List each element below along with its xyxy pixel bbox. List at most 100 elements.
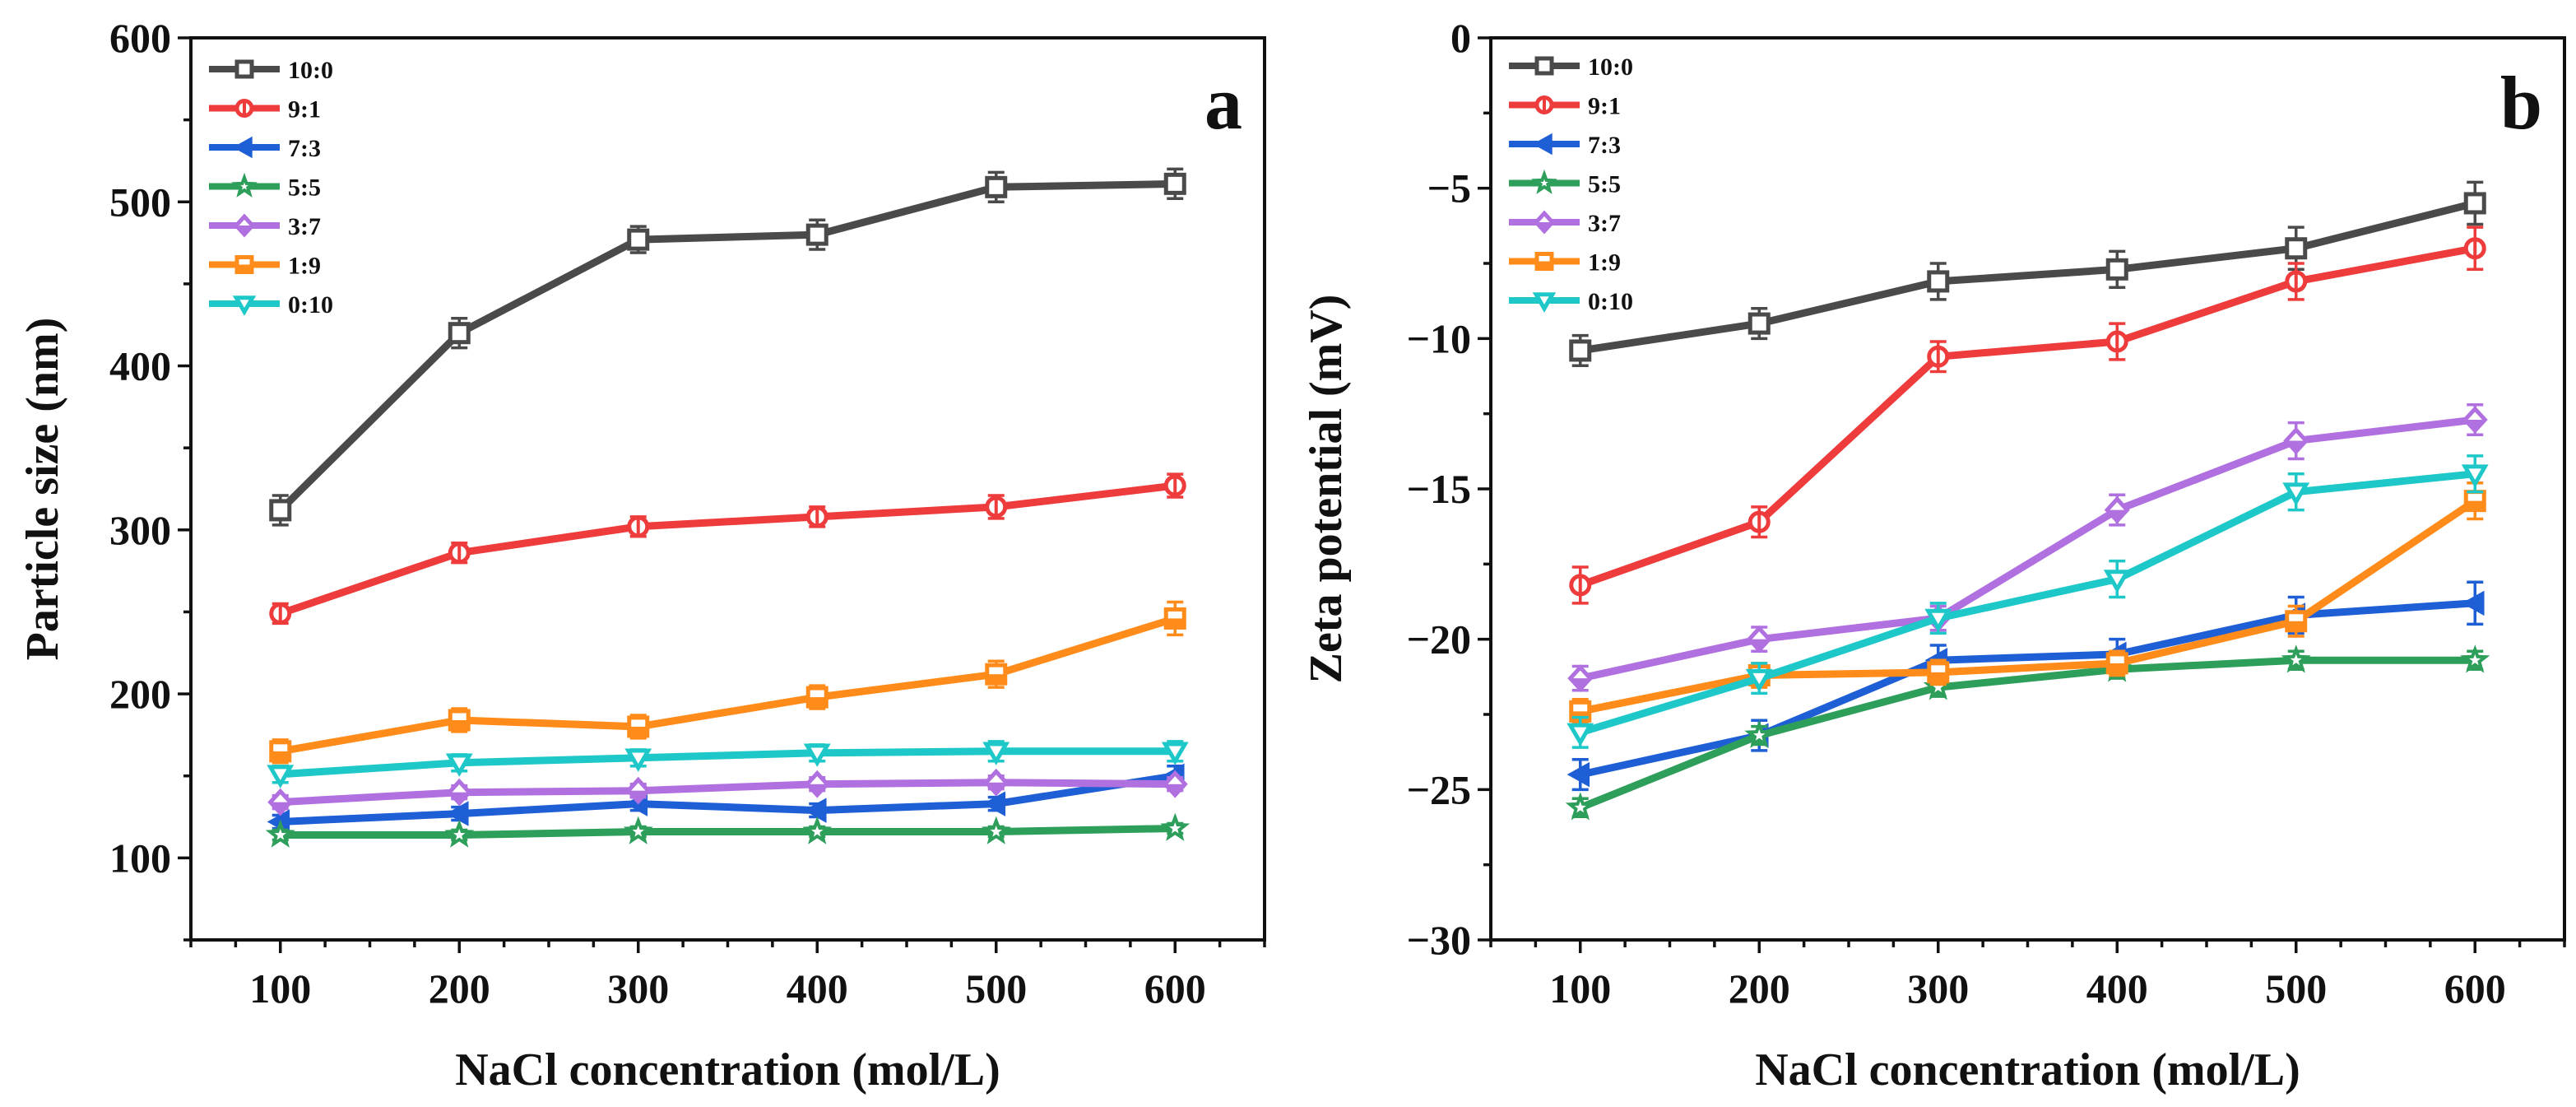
panel-b-data-point-fill [1570,678,1590,690]
panel-a-x-tick-label: 500 [965,965,1027,1012]
panel-b-data-point-fill [2466,500,2485,510]
panel-b-legend-marker [1531,169,1557,194]
panel-a-data-point [985,175,1008,198]
panel-b-x-tick-label: 600 [2444,965,2506,1012]
panel-a-data-point [802,816,833,844]
panel-a-x-tick-label: 600 [1144,965,1206,1012]
panel-b-x-tick-label: 500 [2265,965,2327,1012]
panel-a-data-point-fill [1165,784,1186,795]
panel-a-data-point-fill [629,726,647,736]
panel-a: 100 200 300 400 500 600 100 200 300 400 500 600 NaCl… [17,15,1266,1095]
panel-b-series-line [1579,244,2476,589]
panel-b-data-point [2462,590,2485,616]
panel-a-data-point [267,765,295,788]
panel-b-legend-item: 0:10 [1509,288,1633,315]
panel-a-legend-marker [231,172,258,198]
panel-b-series-line [1579,599,2476,779]
panel-a-y-tick-label: 100 [109,835,171,881]
panel-b-y-tick-label: −20 [1407,616,1472,663]
panel-a-data-point [445,753,473,777]
panel-a-legend-item: 9:1 [209,96,321,123]
panel-a-data-point-fill [986,782,1006,793]
panel-b-legend-label: 1:9 [1588,249,1621,277]
panel-a-data-point-fill [450,719,469,729]
panel-b: 100 200 300 400 500 600 0 −5 −10 −15 −20 −25 −30 NaCl… [1301,15,2566,1095]
panel-a-data-point [624,748,652,772]
panel-b-series-line [1579,497,2477,715]
panel-b-series-line [1580,199,2476,355]
panel-b-legend-label: 3:7 [1588,210,1621,237]
panel-a-data-point-fill [270,802,290,813]
panel-b-legend-label: 9:1 [1588,93,1621,120]
panel-a-data-point [1160,812,1191,841]
panel-a-legend-label: 0:10 [288,291,333,319]
panel-b-legend-item: 5:5 [1509,169,1621,198]
panel-a-series-line [280,615,1177,756]
panel-a-legend-marker [234,59,254,79]
panel-a-data-point-fill [628,790,648,802]
panel-b-data-point-fill [2286,621,2305,630]
panel-b-data-point [1924,608,1952,633]
panel-b-data-point [1566,761,1590,788]
panel-b-series-line [1579,416,2476,682]
panel-a-panel-letter: a [1204,61,1242,145]
panel-a-data-point [627,228,650,251]
panel-b-legend-item: 10:0 [1509,53,1633,81]
panel-a-y-tick-label: 300 [109,507,171,553]
panel-b-data-point-fill [2107,509,2128,521]
panel-b-data-point [2281,644,2311,673]
panel-a-legend-item: 3:7 [209,213,321,240]
panel-a-series-0-10 [267,740,1189,788]
panel-b-legend-label: 5:5 [1588,171,1621,198]
panel-b-x-axis: 100 200 300 400 500 600 [1489,940,2566,1012]
panel-a-data-point-fill [449,792,470,803]
panel-a-series-3-7 [267,768,1188,816]
panel-b-legend-item: 9:1 [1509,93,1621,120]
panel-a-series-line [277,179,1176,514]
panel-b-data-point [1745,668,1773,693]
panel-b-legend-marker [1532,292,1557,313]
panel-a-legend-label: 9:1 [288,96,321,123]
panel-b-series-line [1579,656,2476,812]
panel-a-legend-marker [232,136,253,159]
panel-a-data-point [448,322,471,345]
panel-a-data-point [269,499,292,522]
panel-b-data-point [1569,339,1592,362]
panel-a-legend-label: 1:9 [288,253,321,280]
panel-b-data-point [1748,312,1771,335]
panel-b-legend-label: 10:0 [1588,53,1633,81]
panel-b-series-1-9 [1569,481,2486,725]
panel-a-data-point [265,819,295,848]
panel-b-data-point [2461,464,2489,488]
panel-a-data-point [982,742,1010,765]
panel-b-legend-item: 3:7 [1509,210,1621,237]
panel-b-data-point-fill [1929,672,1947,681]
panel-a-x-tick-label: 400 [787,965,848,1012]
panel-b-x-tick-label: 400 [2086,965,2148,1012]
panel-b-data-point-fill [2465,419,2485,431]
panel-a-series-line [280,825,1176,839]
panel-a-data-point [804,798,827,823]
panel-a-series-line [279,481,1176,617]
panel-b-y-tick-label: −5 [1427,165,1472,212]
panel-b-series-line [1579,470,2476,737]
panel-a-series-1-9 [269,600,1186,765]
panel-b-y-tick-label: −10 [1407,315,1472,361]
panel-b-y-axis: 0 −5 −10 −15 −20 −25 −30 [1407,15,1491,963]
panel-a-legend-marker [232,295,257,316]
panel-a-legend-label: 3:7 [288,213,321,240]
panel-b-data-point [1744,719,1775,748]
panel-b-data-point-fill [1571,711,1590,721]
panel-b-data-point [1565,792,1595,821]
panel-b-data-point [2105,258,2128,281]
panel-b-data-point [2282,482,2310,506]
panel-b-legend-marker [1534,56,1554,76]
panel-b-plot-frame [1489,36,2566,942]
panel-b-data-point [2285,237,2308,260]
panel-b-legend-label: 7:3 [1588,132,1621,159]
panel-a-legend-label: 5:5 [288,174,321,202]
panel-b-data-point-fill [1749,639,1770,650]
panel-b-panel-letter: b [2500,61,2542,145]
panel-b-series-3-7 [1567,402,2488,693]
